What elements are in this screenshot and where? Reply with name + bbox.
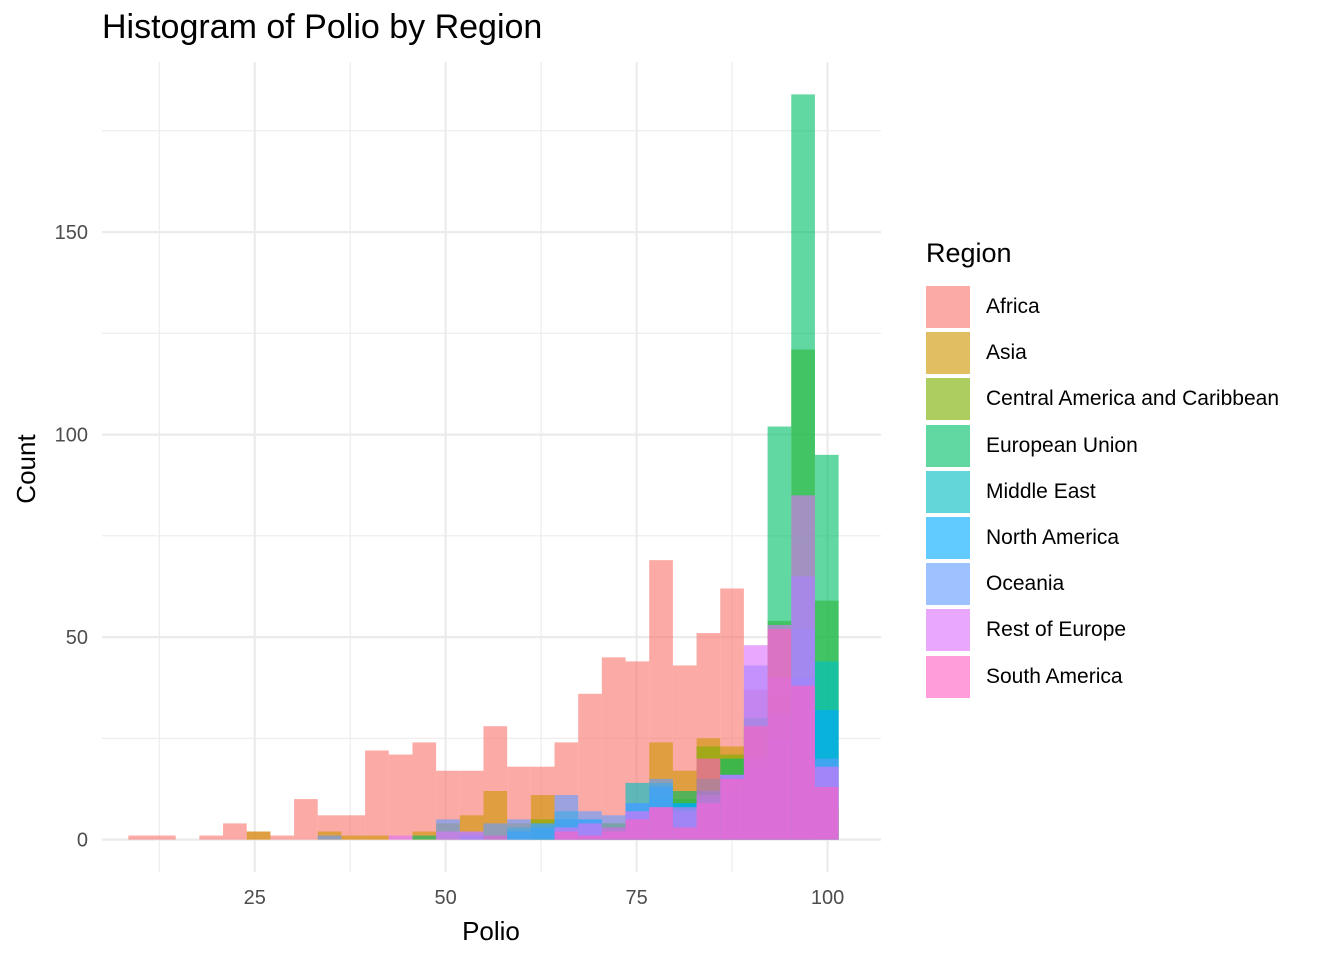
histogram-bar [294, 799, 318, 840]
legend-item: Central America and Caribbean [926, 376, 1279, 422]
legend-label: Rest of Europe [986, 618, 1127, 642]
histogram-bar [507, 819, 531, 840]
legend: Region Africa Asia Central America and Car… [926, 238, 1279, 700]
histogram-bar [246, 831, 271, 840]
x-axis-title: Polio [462, 916, 520, 946]
histogram-bar [601, 827, 626, 840]
legend-label: Asia [986, 341, 1027, 365]
legend-item: South America [926, 654, 1279, 700]
histogram-bar [436, 831, 460, 840]
histogram-bar [483, 835, 508, 840]
legend-item: Asia [926, 330, 1279, 376]
histogram-bar [814, 786, 839, 840]
histogram-bar [720, 778, 744, 840]
legend-item: North America [926, 515, 1279, 561]
y-tick-label: 100 [55, 425, 88, 447]
legend-label: Middle East [986, 479, 1096, 503]
legend-swatch [926, 517, 970, 560]
x-tick-label: 75 [625, 887, 647, 909]
legend-item: European Union [926, 423, 1279, 469]
legend-swatch [926, 609, 970, 652]
histogram-bar [128, 835, 153, 840]
histogram-bar [578, 835, 602, 840]
y-tick-label: 150 [55, 222, 88, 244]
histogram-bar [199, 835, 224, 840]
histogram-bar [554, 831, 579, 840]
legend-swatch [926, 563, 970, 606]
histogram-bar [743, 726, 768, 840]
histogram-bar [412, 835, 437, 840]
legend-swatch [926, 424, 970, 467]
legend-label: North America [986, 526, 1120, 550]
x-tick-label: 50 [435, 887, 457, 909]
legend-label: Central America and Caribbean [986, 387, 1279, 411]
legend-item: Oceania [926, 561, 1279, 607]
legend-swatch [926, 655, 970, 698]
legend-swatch [926, 332, 970, 375]
x-tick-label: 25 [244, 887, 266, 909]
histogram-bar [388, 835, 413, 840]
histogram-bar [649, 807, 673, 840]
x-tick-label: 100 [811, 887, 844, 909]
histogram-bar [388, 754, 413, 840]
histogram-bar [223, 823, 247, 840]
legend-label: South America [986, 664, 1123, 688]
legend-label: Africa [986, 295, 1040, 319]
histogram-bar [317, 835, 342, 840]
histogram-bar [672, 827, 697, 840]
chart-title: Histogram of Polio by Region [102, 8, 543, 46]
legend-item: Africa [926, 284, 1279, 330]
histogram-bar [341, 815, 366, 840]
histogram-bar [601, 657, 626, 840]
legend-swatch [926, 286, 970, 329]
legend-items: Africa Asia Central America and Caribbean E… [926, 284, 1279, 700]
histogram-bar [767, 629, 792, 840]
legend-label: European Union [986, 433, 1138, 457]
histogram-bar [365, 835, 389, 840]
histogram-bar [459, 831, 484, 840]
histogram-bar [791, 685, 815, 840]
histogram-bar [696, 758, 721, 840]
y-axis-title: Count [11, 434, 41, 504]
histogram-bar [270, 835, 295, 840]
series-south-america [483, 629, 839, 840]
y-tick-label: 0 [77, 830, 88, 852]
histogram-bar [152, 835, 176, 840]
legend-label: Oceania [986, 572, 1065, 596]
histogram-bars [128, 94, 839, 840]
histogram-bar [412, 742, 437, 840]
axis-tick-labels: 25 50 75 100 0 50 100 150 [55, 222, 845, 909]
y-tick-label: 50 [66, 627, 88, 649]
legend-swatch [926, 470, 970, 513]
legend-item: Rest of Europe [926, 607, 1279, 653]
legend-item: Middle East [926, 469, 1279, 515]
legend-title: Region [926, 238, 1012, 268]
legend-swatch [926, 378, 970, 421]
histogram-bar [625, 819, 650, 840]
histogram-bar [341, 835, 366, 840]
histogram-bar [578, 693, 602, 840]
histogram-bar [530, 823, 555, 840]
histogram-bar [365, 750, 389, 840]
